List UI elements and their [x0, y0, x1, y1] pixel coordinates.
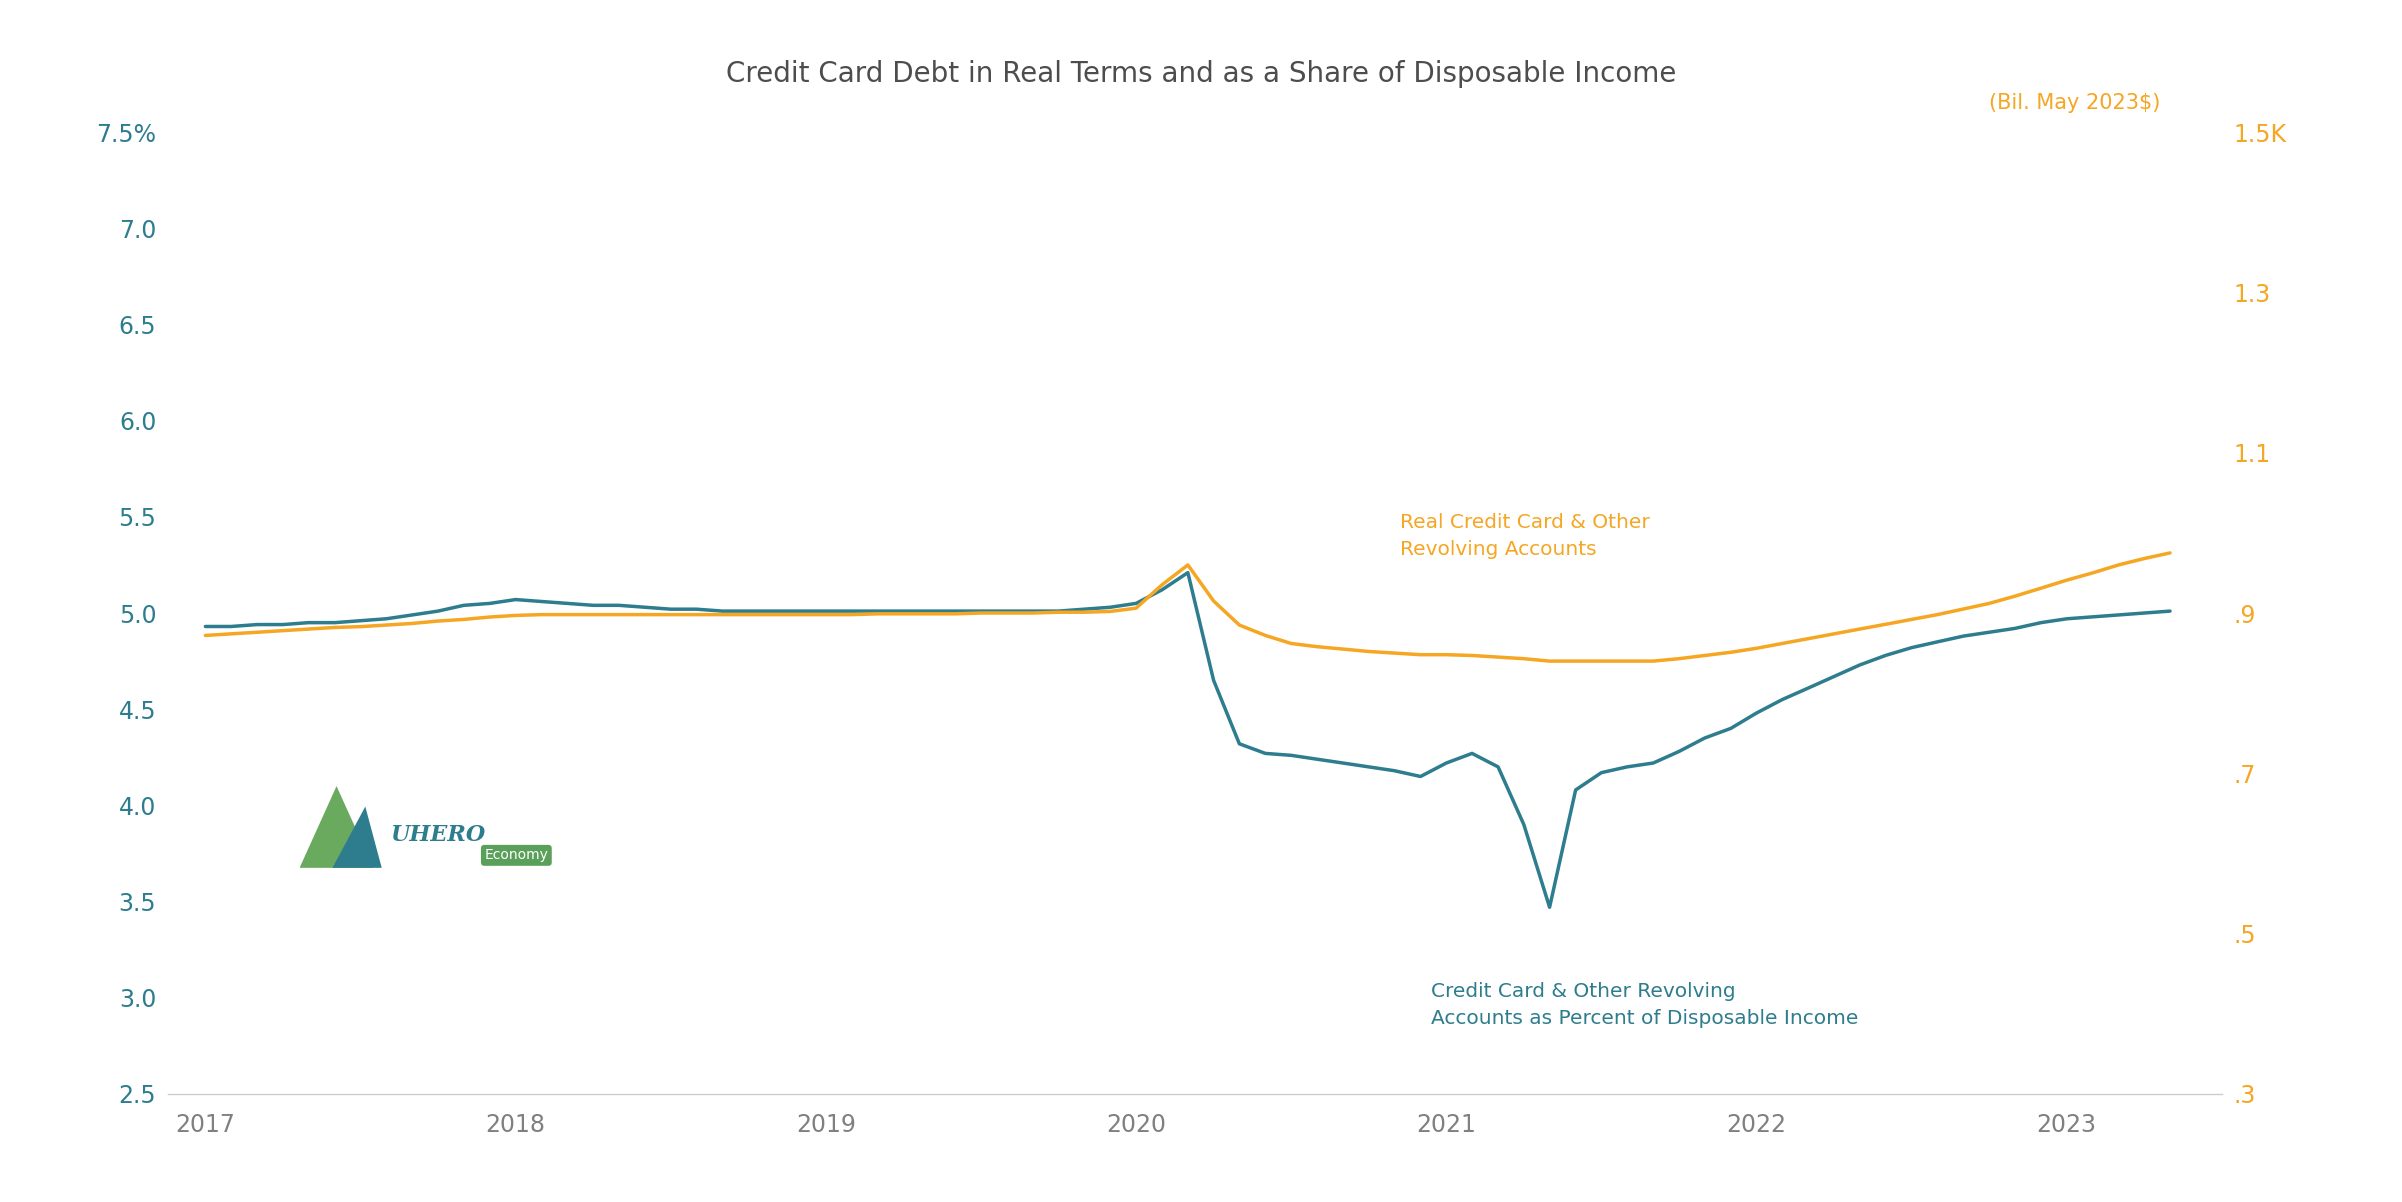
Text: UHERO: UHERO	[389, 825, 485, 846]
Text: Economy: Economy	[485, 849, 548, 862]
Text: Credit Card Debt in Real Terms and as a Share of Disposable Income: Credit Card Debt in Real Terms and as a …	[725, 60, 1677, 88]
Text: Real Credit Card & Other
Revolving Accounts: Real Credit Card & Other Revolving Accou…	[1400, 513, 1650, 559]
Text: Credit Card & Other Revolving
Accounts as Percent of Disposable Income: Credit Card & Other Revolving Accounts a…	[1432, 982, 1859, 1028]
Text: (Bil. May 2023$): (Bil. May 2023$)	[1989, 93, 2159, 113]
